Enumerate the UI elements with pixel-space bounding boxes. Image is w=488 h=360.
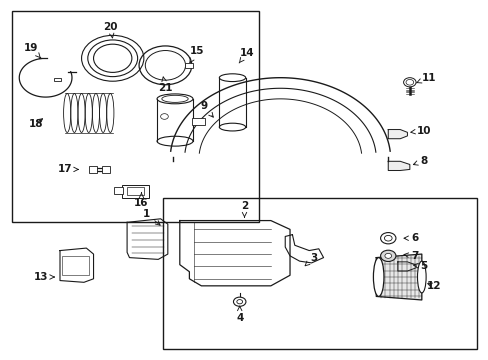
- Ellipse shape: [157, 136, 193, 146]
- Bar: [127, 187, 143, 195]
- Ellipse shape: [417, 261, 425, 293]
- Text: 4: 4: [236, 306, 243, 323]
- Text: 9: 9: [200, 101, 213, 117]
- Text: 15: 15: [189, 46, 203, 63]
- Circle shape: [384, 253, 391, 258]
- Text: 13: 13: [34, 272, 54, 282]
- Polygon shape: [387, 161, 409, 171]
- Bar: [184, 63, 192, 68]
- Text: 6: 6: [403, 233, 417, 243]
- Text: 16: 16: [134, 192, 148, 208]
- Circle shape: [380, 250, 395, 261]
- Ellipse shape: [157, 94, 193, 104]
- Bar: [102, 166, 110, 173]
- Bar: [191, 118, 205, 125]
- Bar: [62, 256, 89, 275]
- Text: 12: 12: [426, 281, 440, 291]
- Circle shape: [380, 233, 395, 244]
- Circle shape: [405, 80, 413, 85]
- Text: 18: 18: [29, 118, 43, 129]
- Text: 14: 14: [239, 48, 254, 63]
- Circle shape: [403, 78, 415, 87]
- Text: 17: 17: [58, 165, 78, 174]
- Circle shape: [233, 297, 245, 306]
- Text: 7: 7: [403, 251, 417, 261]
- Text: 1: 1: [142, 208, 160, 225]
- Text: 19: 19: [24, 43, 40, 58]
- Ellipse shape: [162, 95, 188, 102]
- Ellipse shape: [373, 258, 383, 296]
- Circle shape: [160, 114, 168, 119]
- Text: 3: 3: [305, 253, 317, 266]
- Bar: [12, 11, 258, 222]
- Text: 21: 21: [158, 77, 172, 93]
- Text: 10: 10: [410, 126, 430, 136]
- Bar: [54, 78, 61, 81]
- Text: 8: 8: [412, 156, 427, 166]
- Ellipse shape: [219, 74, 245, 82]
- Text: 5: 5: [413, 261, 427, 271]
- Text: 2: 2: [241, 202, 247, 217]
- Polygon shape: [376, 254, 421, 300]
- Polygon shape: [397, 262, 415, 271]
- Bar: [89, 166, 97, 172]
- Bar: [122, 185, 148, 198]
- Text: 11: 11: [415, 73, 435, 83]
- Circle shape: [384, 235, 391, 241]
- Polygon shape: [387, 130, 407, 139]
- Bar: [113, 187, 123, 194]
- Bar: [163, 198, 476, 349]
- Circle shape: [236, 300, 242, 304]
- Ellipse shape: [219, 123, 245, 131]
- Text: 20: 20: [103, 22, 117, 38]
